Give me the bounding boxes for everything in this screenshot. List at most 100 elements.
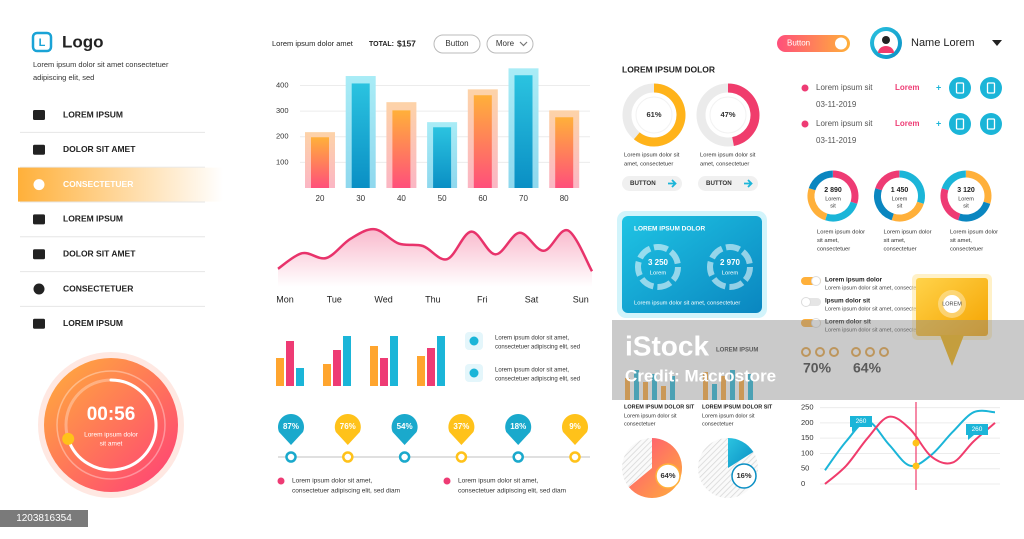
ring-label: sit bbox=[963, 203, 969, 209]
pin-label: 9% bbox=[569, 422, 581, 431]
toolbar-button[interactable] bbox=[433, 34, 481, 54]
note-text: Lorem ipsum dolor sit amet, bbox=[292, 478, 372, 485]
timer-ring bbox=[56, 370, 166, 480]
toggle-knob bbox=[835, 37, 847, 50]
logo-mark: L bbox=[39, 37, 46, 49]
ring-label: sit bbox=[897, 203, 903, 209]
menu-icon bbox=[33, 214, 45, 225]
y-tick-label: 100 bbox=[276, 157, 289, 166]
task-action[interactable] bbox=[949, 113, 971, 135]
bar bbox=[296, 368, 304, 386]
switch-label: Lorem ipsum dolor bbox=[825, 277, 883, 284]
toggle-button[interactable] bbox=[777, 35, 850, 52]
callout-label: 260 bbox=[856, 418, 867, 425]
ring-label: sit bbox=[830, 203, 836, 209]
task-date: 03-11-2019 bbox=[816, 136, 857, 145]
bar bbox=[703, 372, 708, 400]
ring-value: 3 120 bbox=[957, 187, 975, 194]
switch-label: Lorem dolor sit bbox=[825, 319, 872, 326]
task-text: Lorem ipsum sit bbox=[816, 119, 873, 128]
menu-icon bbox=[33, 249, 45, 260]
ring-segment bbox=[965, 170, 992, 204]
menu-label: CONSECTETUER bbox=[63, 179, 133, 189]
bar bbox=[652, 374, 657, 400]
line bbox=[824, 415, 996, 485]
menu-label: LOREM IPSUM bbox=[63, 109, 123, 119]
note-text: Lorem ipsum dolor sit amet, bbox=[495, 336, 569, 342]
pin bbox=[391, 414, 418, 445]
ring-label: Lorem bbox=[958, 196, 974, 202]
y-tick-label: 100 bbox=[801, 448, 814, 457]
button[interactable] bbox=[698, 176, 758, 191]
section-title: LOREM IPSUM bbox=[716, 348, 758, 354]
toolbar-button[interactable] bbox=[486, 34, 534, 54]
day-label: Wed bbox=[374, 294, 392, 304]
note-icon-glyph bbox=[469, 336, 479, 346]
pie-badge bbox=[655, 463, 681, 489]
ring-segment bbox=[808, 170, 834, 191]
note-text: consectetuer adipiscing elit, sed diam bbox=[292, 488, 400, 495]
task-action[interactable] bbox=[949, 77, 971, 99]
switch-text: Lorem ipsum dolor sit amet, consectetuer bbox=[825, 327, 926, 333]
slider-dot bbox=[342, 451, 354, 463]
y-tick-label: 200 bbox=[801, 418, 814, 427]
bar bbox=[670, 376, 675, 400]
button[interactable] bbox=[622, 176, 682, 191]
ring-segment bbox=[875, 170, 900, 191]
switch-knob bbox=[811, 276, 821, 286]
ring-center bbox=[882, 179, 917, 213]
pin bbox=[334, 414, 361, 445]
note-text: consectetuer adipiscing elit, sed bbox=[495, 377, 580, 383]
avatar-head bbox=[882, 36, 890, 44]
button-label: BUTTON bbox=[630, 180, 656, 187]
caption: amet, consectetuer bbox=[624, 162, 673, 168]
note-text: Lorem ipsum dolor sit amet, bbox=[495, 368, 569, 374]
ring-center bbox=[949, 179, 983, 213]
pin bbox=[505, 414, 532, 445]
task-dot bbox=[801, 120, 809, 128]
day-label: Sat bbox=[525, 294, 539, 304]
bar bbox=[625, 378, 630, 400]
card-stat: 3 250 bbox=[648, 258, 669, 267]
user-menu-caret[interactable] bbox=[992, 40, 1002, 46]
callout-tip bbox=[852, 427, 858, 432]
switch-text: Lorem ipsum dolor sit amet, consectetuer bbox=[825, 285, 926, 291]
caption: Lorem ipsum dolor sit bbox=[700, 153, 756, 159]
ring-segment bbox=[825, 201, 858, 222]
caption: Lorem ipsum dolor bbox=[950, 230, 998, 236]
avatar-figure bbox=[878, 46, 894, 53]
pin-label: 18% bbox=[510, 422, 526, 431]
menu-icon bbox=[33, 318, 45, 329]
task-action[interactable] bbox=[980, 77, 1002, 99]
bar bbox=[427, 348, 435, 386]
note-text: consectetuer adipiscing elit, sed bbox=[495, 345, 580, 351]
caption: Lorem ipsum dolor sit bbox=[624, 153, 680, 159]
menu-active bbox=[18, 167, 223, 202]
pin bbox=[562, 414, 588, 445]
slider-dot bbox=[455, 451, 468, 463]
caption: consectetuer bbox=[950, 247, 983, 253]
caption: consectetuer bbox=[624, 421, 656, 427]
pin-label: 37% bbox=[453, 422, 469, 431]
donut-arc bbox=[727, 83, 760, 146]
slider-dot bbox=[569, 451, 581, 463]
task-action[interactable] bbox=[980, 113, 1002, 135]
bar bbox=[311, 137, 329, 188]
card-title: LOREM IPSUM DOLOR bbox=[634, 226, 705, 233]
note-text: Lorem ipsum dolor sit amet, bbox=[458, 478, 538, 485]
day-label: Mon bbox=[276, 294, 294, 304]
badge-label: LOREM bbox=[942, 301, 962, 307]
task-action-glyph bbox=[955, 118, 965, 130]
pin-label: 54% bbox=[397, 422, 413, 431]
callout-label: 260 bbox=[972, 426, 983, 433]
donut-label: 47% bbox=[720, 110, 735, 119]
caption: consectetuer bbox=[817, 247, 850, 253]
pie-label: 64% bbox=[660, 471, 675, 480]
pie-badge bbox=[731, 463, 757, 489]
bar bbox=[351, 83, 370, 188]
caption: consectetuer bbox=[702, 421, 734, 427]
callout bbox=[966, 424, 988, 435]
bar bbox=[661, 386, 666, 400]
menu-icon bbox=[33, 144, 45, 155]
slider-dot bbox=[512, 451, 524, 463]
